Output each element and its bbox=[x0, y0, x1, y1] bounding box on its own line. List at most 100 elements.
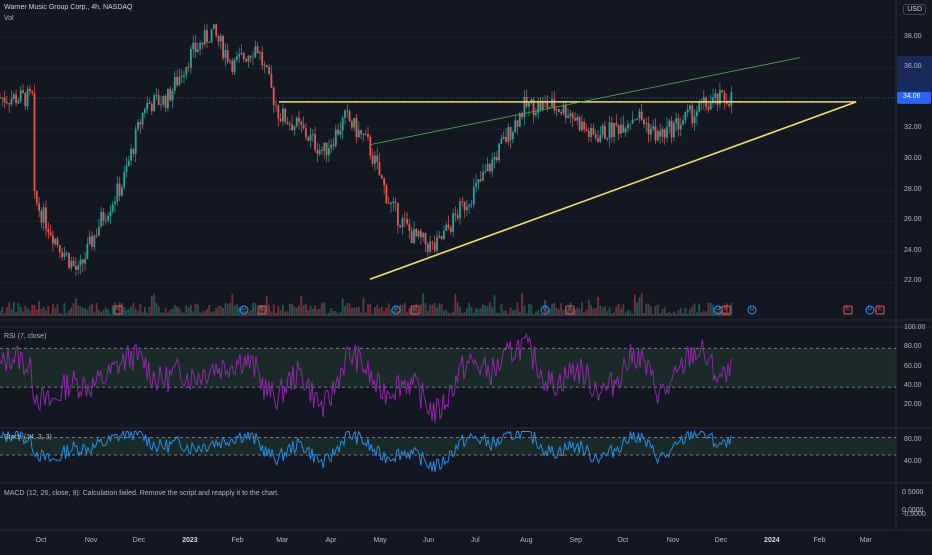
volume-bar bbox=[40, 308, 43, 316]
volume-bar bbox=[75, 298, 77, 316]
volume-bar bbox=[686, 313, 689, 316]
time-axis-label: Dec bbox=[714, 537, 728, 544]
volume-bar bbox=[236, 304, 238, 316]
candle-body bbox=[210, 28, 213, 43]
candle-body bbox=[647, 123, 650, 135]
volume-bar bbox=[139, 304, 142, 316]
volume-bar bbox=[217, 305, 220, 316]
volume-bar bbox=[134, 308, 137, 316]
volume-bar bbox=[254, 303, 257, 316]
candle-body bbox=[249, 55, 252, 58]
candle-body bbox=[288, 124, 291, 126]
candle-body bbox=[357, 130, 360, 138]
candle-body bbox=[208, 42, 211, 44]
candle-body bbox=[399, 225, 402, 227]
volume-bar bbox=[180, 311, 183, 316]
candle-body bbox=[298, 117, 300, 122]
candle-body bbox=[102, 212, 105, 221]
last-price-label: 34.06 bbox=[903, 92, 921, 100]
volume-bar bbox=[171, 308, 174, 316]
currency-button[interactable]: USD bbox=[903, 4, 926, 15]
volume-bar bbox=[422, 293, 425, 316]
volume-bar bbox=[111, 305, 114, 316]
volume-bar bbox=[601, 307, 604, 316]
candle-body bbox=[339, 130, 342, 135]
candle-body bbox=[323, 142, 326, 151]
candle-body bbox=[482, 172, 484, 181]
candle-body bbox=[284, 108, 287, 123]
candle-body bbox=[279, 118, 282, 122]
candle-body bbox=[332, 144, 335, 146]
rsi-label: RSI (7, close) bbox=[4, 333, 47, 340]
volume-bar bbox=[493, 295, 496, 316]
candle-body bbox=[686, 109, 689, 112]
candle-body bbox=[645, 123, 648, 125]
candle-body bbox=[148, 102, 151, 104]
candle-body bbox=[424, 232, 427, 245]
candle-body bbox=[362, 133, 365, 135]
candle-body bbox=[438, 235, 441, 238]
volume-bar bbox=[574, 309, 576, 316]
candle-body bbox=[601, 125, 604, 136]
time-axis-label: 2023 bbox=[182, 537, 198, 544]
volume-bar bbox=[468, 302, 471, 316]
candle-body bbox=[125, 165, 128, 173]
candle-body bbox=[49, 232, 52, 236]
volume-bar bbox=[102, 310, 105, 316]
time-axis-label: Jun bbox=[422, 537, 435, 544]
volume-bar bbox=[415, 304, 418, 316]
candle-body bbox=[238, 54, 241, 57]
volume-bar bbox=[155, 303, 158, 316]
volume-bar bbox=[537, 310, 540, 316]
candle-body bbox=[652, 126, 655, 129]
candle-body bbox=[581, 121, 583, 131]
candle-body bbox=[624, 128, 627, 133]
candle-body bbox=[254, 46, 257, 57]
volume-bar bbox=[558, 309, 560, 316]
volume-bar bbox=[132, 302, 135, 316]
volume-bar bbox=[10, 308, 13, 316]
volume-bar bbox=[555, 307, 558, 316]
candle-body bbox=[650, 128, 652, 135]
candle-body bbox=[98, 226, 100, 236]
volume-bar bbox=[385, 307, 388, 316]
earnings-marker bbox=[113, 305, 123, 315]
volume-bar bbox=[70, 307, 73, 316]
volume-label: Vol bbox=[4, 15, 14, 22]
time-axis-label: Dec bbox=[132, 537, 146, 544]
volume-bar bbox=[84, 307, 86, 316]
dividend-marker-label: D bbox=[394, 306, 399, 312]
candle-body bbox=[454, 213, 457, 216]
candle-body bbox=[640, 111, 643, 120]
candle-body bbox=[615, 123, 618, 126]
dividend-marker-label: D bbox=[750, 306, 755, 312]
candle-body bbox=[61, 252, 63, 257]
volume-bar bbox=[265, 296, 268, 316]
candle-body bbox=[300, 121, 303, 125]
volume-bar bbox=[146, 312, 149, 316]
volume-bar bbox=[675, 313, 678, 316]
time-axis-label: Mar bbox=[276, 537, 289, 544]
volume-bar bbox=[252, 302, 254, 316]
candle-body bbox=[394, 201, 397, 203]
volume-bar bbox=[256, 312, 259, 316]
candle-body bbox=[29, 88, 31, 92]
volume-bar bbox=[38, 300, 40, 316]
candle-body bbox=[277, 105, 280, 119]
candle-body bbox=[286, 122, 289, 125]
volume-bar bbox=[452, 311, 454, 316]
volume-bar bbox=[3, 313, 6, 316]
volume-bar bbox=[288, 303, 291, 316]
volume-bar bbox=[666, 313, 668, 316]
candle-body bbox=[475, 182, 477, 188]
candle-body bbox=[677, 118, 680, 130]
candle-body bbox=[330, 144, 333, 149]
candle-body bbox=[348, 111, 351, 122]
candle-body bbox=[502, 136, 505, 139]
volume-bar bbox=[670, 313, 673, 316]
volume-bar bbox=[689, 308, 691, 316]
volume-bar bbox=[238, 306, 241, 316]
